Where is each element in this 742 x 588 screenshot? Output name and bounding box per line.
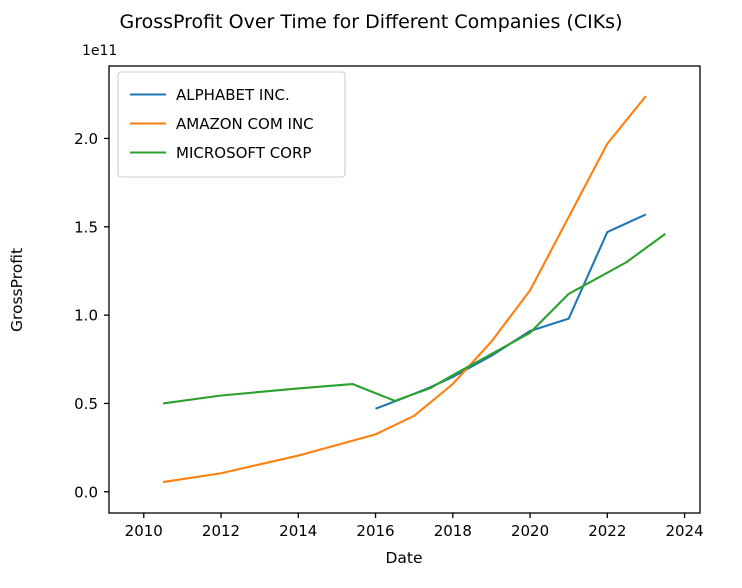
chart-legend[interactable]: ALPHABET INC. AMAZON COM INC MICROSOFT COR… xyxy=(117,71,346,178)
series-line-microsoft-corp xyxy=(162,233,666,405)
x-tick-label: 2018 xyxy=(434,522,472,540)
x-tick-label: 2014 xyxy=(279,522,317,540)
legend-box xyxy=(117,71,346,178)
legend-label-2: AMAZON COM INC xyxy=(176,115,314,133)
legend-label-1: ALPHABET INC. xyxy=(176,86,290,104)
x-tick-label: 2016 xyxy=(356,522,394,540)
y-tick-label: 0.0 xyxy=(74,483,98,501)
x-tick-label: 2010 xyxy=(125,522,163,540)
x-tick-label: 2024 xyxy=(665,522,703,540)
chart-title: GrossProfit Over Time for Different Comp… xyxy=(120,11,623,33)
y-tick-label: 2.0 xyxy=(74,130,98,148)
legend-label-3: MICROSOFT CORP xyxy=(176,144,311,162)
x-tick-label: 2020 xyxy=(511,522,549,540)
y-tick-label: 1.5 xyxy=(74,218,98,236)
y-axis-offset-text: 1e11 xyxy=(82,43,117,59)
axes-frame xyxy=(108,65,701,514)
x-axis-label: Date xyxy=(385,549,422,567)
series-line-alphabet-inc xyxy=(375,213,647,410)
data-series-group xyxy=(162,95,666,484)
y-tick-label: 1.0 xyxy=(74,307,98,325)
y-axis-label: GrossProfit xyxy=(8,248,26,332)
x-axis-ticks: 2010 2012 2014 2016 2018 2020 2022 2024 xyxy=(125,513,704,540)
x-tick-label: 2022 xyxy=(588,522,626,540)
y-tick-label: 0.5 xyxy=(74,395,98,413)
x-tick-label: 2012 xyxy=(202,522,240,540)
series-line-amazon-com-inc xyxy=(162,95,647,484)
y-axis-ticks: 0.0 0.5 1.0 1.5 2.0 xyxy=(74,130,109,501)
